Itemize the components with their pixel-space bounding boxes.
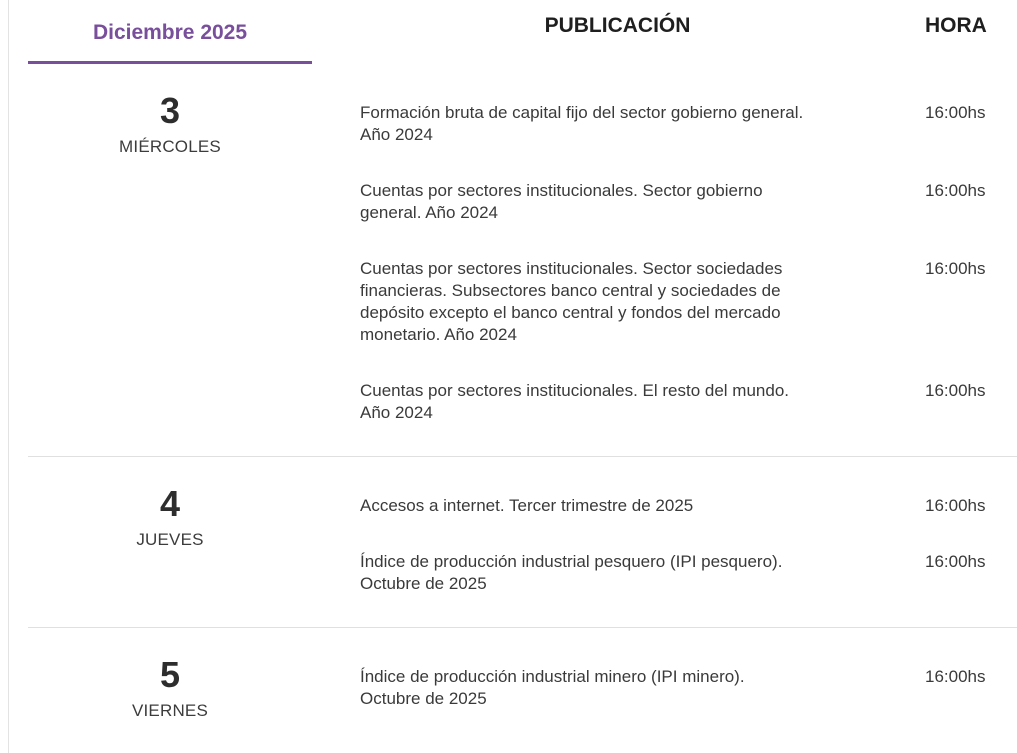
publication-time: 16:00hs: [925, 181, 986, 200]
publication-column-label: PUBLICACIÓN: [544, 14, 691, 37]
publication-title: Cuentas por sectores institucionales. Se…: [360, 181, 763, 222]
publication-list: Formación bruta de capital fijo del sect…: [312, 92, 1017, 424]
calendar-header: Diciembre 2025 PUBLICACIÓN HORA: [28, 0, 1017, 64]
publication-row: Cuentas por sectores institucionales. El…: [312, 380, 1017, 424]
publication-title: Cuentas por sectores institucionales. Se…: [360, 259, 783, 344]
publication-list: Accesos a internet. Tercer trimestre de …: [312, 485, 1017, 595]
time-column-header: HORA: [925, 14, 987, 37]
publication-title: Cuentas por sectores institucionales. El…: [360, 381, 790, 422]
publication-title: Formación bruta de capital fijo del sect…: [360, 103, 804, 144]
publication-title: Índice de producción industrial pesquero…: [360, 552, 783, 593]
month-column-header: Diciembre 2025: [28, 0, 312, 64]
publication-time: 16:00hs: [925, 259, 986, 278]
day-cell: 5 VIERNES: [28, 656, 312, 721]
day-number: 5: [159, 654, 181, 695]
day-number: 3: [159, 90, 181, 131]
publication-time: 16:00hs: [925, 496, 986, 515]
publication-row: Cuentas por sectores institucionales. Se…: [312, 258, 1017, 346]
publication-time: 16:00hs: [925, 381, 986, 400]
publication-title: Accesos a internet. Tercer trimestre de …: [360, 496, 694, 515]
publication-calendar: Diciembre 2025 PUBLICACIÓN HORA 3 MIÉRCO…: [8, 0, 1017, 753]
publication-time: 16:00hs: [925, 667, 986, 686]
publication-title: Índice de producción industrial minero (…: [360, 667, 745, 708]
day-section-3: 3 MIÉRCOLES Formación bruta de capital f…: [28, 64, 1017, 456]
day-section-4: 4 JUEVES Accesos a internet. Tercer trim…: [28, 456, 1017, 627]
day-weekday: JUEVES: [136, 530, 204, 549]
month-tab[interactable]: Diciembre 2025: [28, 0, 312, 64]
publication-row: Índice de producción industrial pesquero…: [312, 551, 1017, 595]
publication-row: Índice de producción industrial minero (…: [312, 666, 1017, 710]
day-cell: 4 JUEVES: [28, 485, 312, 550]
publication-time: 16:00hs: [925, 103, 986, 122]
publication-time: 16:00hs: [925, 552, 986, 571]
day-cell: 3 MIÉRCOLES: [28, 92, 312, 157]
publication-row: Accesos a internet. Tercer trimestre de …: [312, 495, 1017, 517]
publication-column-header: PUBLICACIÓN: [312, 0, 925, 38]
day-number: 4: [159, 483, 181, 524]
publication-list: Índice de producción industrial minero (…: [312, 656, 1017, 710]
day-weekday: VIERNES: [131, 701, 209, 720]
publication-row: Cuentas por sectores institucionales. Se…: [312, 180, 1017, 224]
publication-row: Formación bruta de capital fijo del sect…: [312, 102, 1017, 146]
day-section-5: 5 VIERNES Índice de producción industria…: [28, 627, 1017, 753]
day-weekday: MIÉRCOLES: [119, 137, 221, 156]
